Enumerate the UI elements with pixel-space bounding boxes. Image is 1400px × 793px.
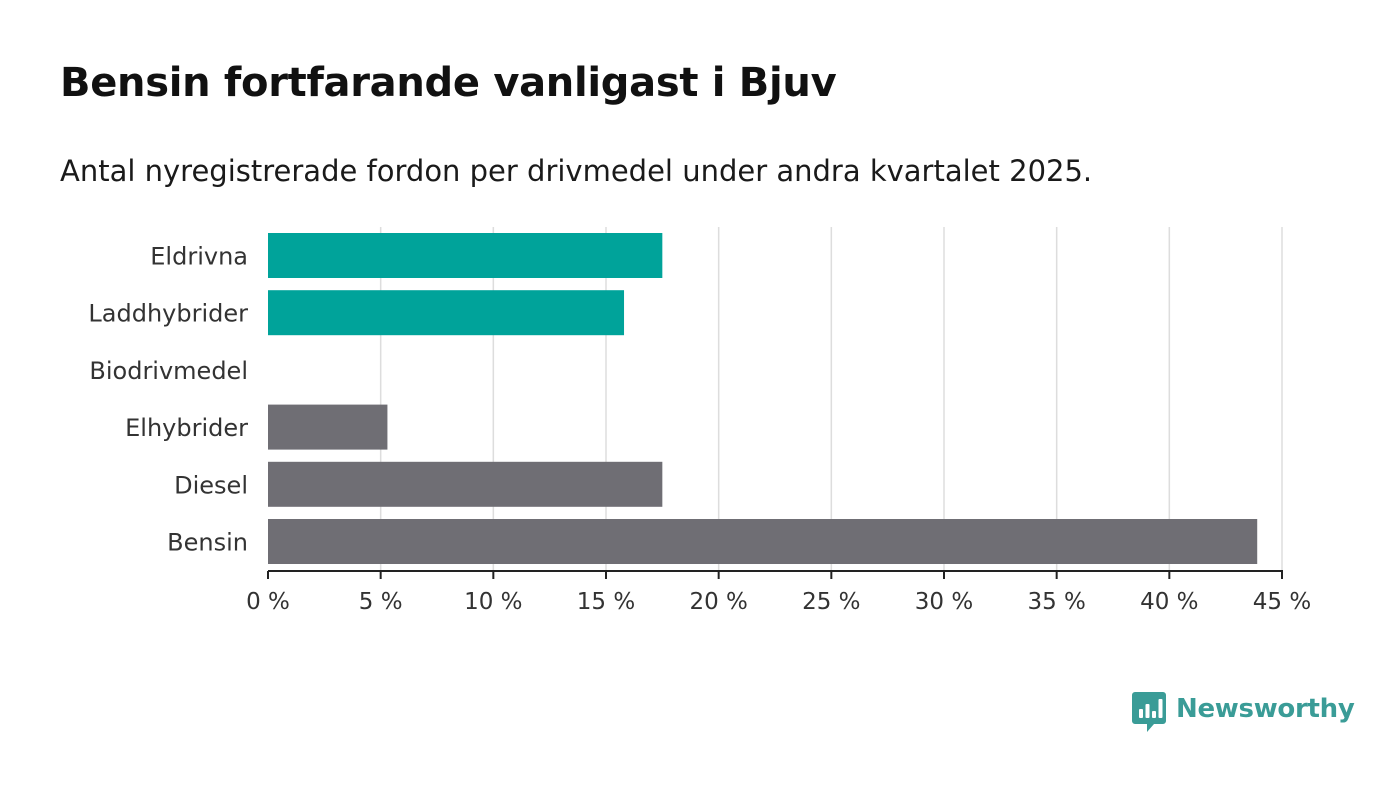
x-tick-label: 10 % [464, 589, 522, 615]
x-axis: 0 % 5 % 10 % 15 % 20 % 25 % 30 % 35 % 40 % 45 % [246, 570, 1311, 615]
x-tick-label: 15 % [577, 589, 635, 615]
bar-eldrivna [268, 233, 663, 278]
x-tick-label: 45 % [1253, 589, 1311, 615]
category-labels: Eldrivna Laddhybrider Biodrivmedel Elhybrid… [88, 243, 248, 557]
category-label: Laddhybrider [88, 300, 248, 328]
brand: Newsworthy [1132, 690, 1355, 734]
x-tick-label: 5 % [359, 589, 403, 615]
gridlines [379, 227, 1283, 571]
bar-laddhybrider [268, 290, 625, 336]
x-tick-label: 35 % [1027, 589, 1085, 615]
x-tick-label: 40 % [1140, 589, 1198, 615]
category-label: Elhybrider [125, 414, 248, 442]
bars [268, 233, 1258, 564]
category-label: Diesel [174, 471, 248, 499]
x-tick-label: 20 % [689, 589, 747, 615]
category-label: Biodrivmedel [89, 357, 248, 385]
bar-chart: 0 % 5 % 10 % 15 % 20 % 25 % 30 % 35 % 40 % 45 % E… [88, 227, 1311, 615]
x-tick-label: 0 % [246, 589, 290, 615]
brand-name: Newsworthy [1176, 694, 1355, 724]
bar-diesel [268, 461, 663, 507]
chart-title: Bensin fortfarande vanligast i Bjuv [60, 60, 837, 106]
x-tick-label: 25 % [802, 589, 860, 615]
bar-elhybrider [268, 404, 388, 450]
newsworthy-logo-icon [1132, 692, 1166, 732]
x-tick-label: 30 % [915, 589, 973, 615]
chart-subtitle: Antal nyregistrerade fordon per drivmede… [60, 154, 1093, 188]
category-label: Bensin [167, 529, 248, 557]
category-label: Eldrivna [150, 243, 248, 271]
bar-bensin [268, 519, 1258, 564]
